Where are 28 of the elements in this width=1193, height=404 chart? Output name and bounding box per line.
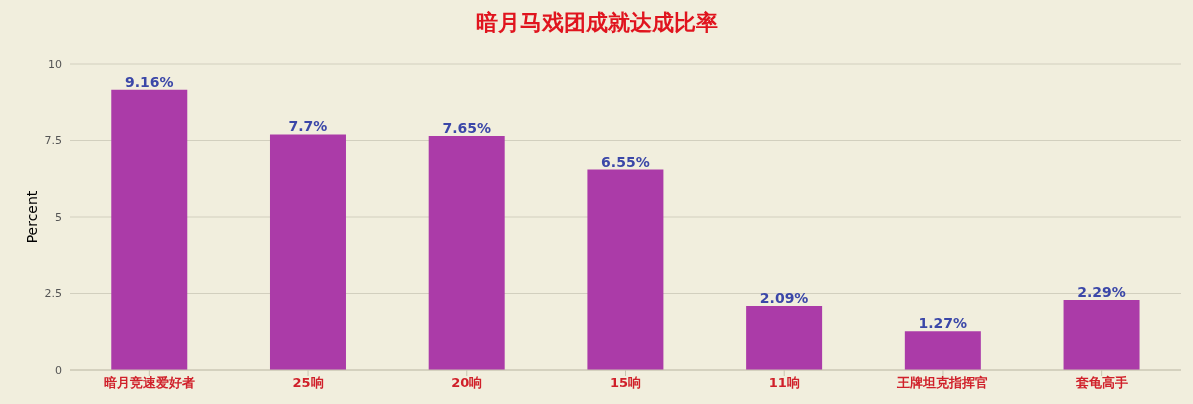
- data-label: 2.09%: [759, 290, 809, 307]
- data-label: 2.29%: [1077, 283, 1126, 300]
- bar: [587, 169, 664, 370]
- data-label: 1.27%: [918, 315, 968, 332]
- x-tick-label: 11响: [768, 375, 800, 391]
- y-tick-label: 2.5: [44, 287, 62, 301]
- y-tick-label: 5: [55, 210, 62, 224]
- x-tick-label: 套龟高手: [1074, 375, 1128, 391]
- y-axis-title: Percent: [23, 190, 40, 244]
- x-tick-label: 15响: [609, 375, 642, 391]
- bar: [904, 331, 981, 370]
- data-label: 6.55%: [601, 153, 650, 170]
- data-label: 7.7%: [288, 118, 328, 135]
- bar: [746, 306, 823, 370]
- y-tick-label: 10: [48, 57, 62, 71]
- y-tick-label: 0: [55, 363, 62, 377]
- x-tick-label: 王牌坦克指挥官: [896, 375, 989, 391]
- bar: [428, 135, 505, 370]
- data-label: 9.16%: [124, 73, 174, 90]
- chart-title: 暗月马戏团成就达成比率: [474, 9, 719, 37]
- x-tick-label: 暗月竞速爱好者: [103, 375, 195, 391]
- bar: [269, 134, 346, 370]
- x-tick-label: 25响: [292, 375, 324, 391]
- bar: [1063, 299, 1140, 370]
- y-tick-label: 7.5: [44, 134, 62, 148]
- bar: [111, 89, 188, 370]
- data-label: 7.65%: [442, 119, 491, 136]
- x-tick-label: 20响: [451, 375, 483, 391]
